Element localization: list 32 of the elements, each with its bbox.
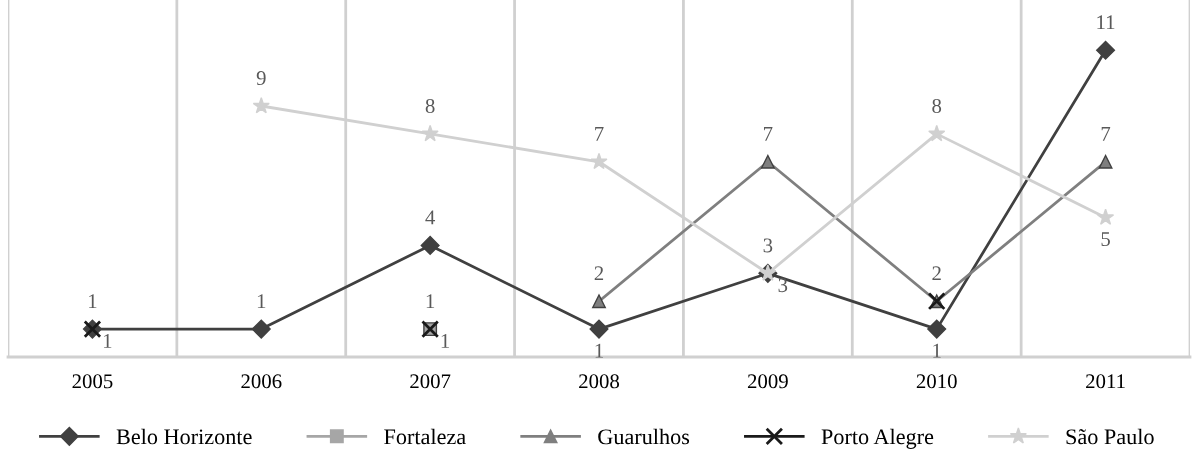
legend-label: Belo Horizonte [116, 428, 252, 445]
legend-label: São Paulo [1066, 428, 1154, 445]
data-label: 3 [763, 238, 773, 253]
legend-label: Guarulhos [598, 428, 690, 445]
legend-label: Fortaleza [384, 428, 466, 445]
data-label: 2 [594, 266, 604, 281]
data-label: 11 [1097, 15, 1115, 30]
data-label: 8 [425, 98, 435, 113]
data-label: 7 [764, 127, 773, 141]
data-label: 1 [257, 294, 266, 309]
data-label: 8 [932, 98, 942, 113]
x-tick-label: 2010 [916, 374, 957, 389]
x-tick-label: 2007 [410, 374, 451, 389]
data-label: 1 [103, 333, 112, 348]
data-label: 1 [441, 333, 450, 348]
data-label: 7 [595, 127, 604, 141]
x-tick-label: 2011 [1086, 374, 1125, 389]
x-tick-label: 2005 [72, 374, 113, 389]
data-label: 3 [778, 278, 788, 293]
data-label: 1 [595, 343, 603, 358]
data-label: 7 [1101, 127, 1111, 141]
data-label: 9 [256, 71, 266, 86]
data-label: 1 [933, 343, 941, 358]
x-tick-label: 2009 [747, 374, 788, 389]
x-tick-label: 2008 [579, 374, 620, 389]
x-tick-label: 2006 [241, 374, 282, 389]
data-label: 4 [425, 210, 436, 225]
data-label: 1 [89, 294, 97, 309]
data-label: 2 [932, 266, 941, 281]
legend-label: Porto Alegre [821, 428, 934, 449]
data-label: 5 [1101, 232, 1110, 247]
data-label: 1 [426, 294, 435, 309]
